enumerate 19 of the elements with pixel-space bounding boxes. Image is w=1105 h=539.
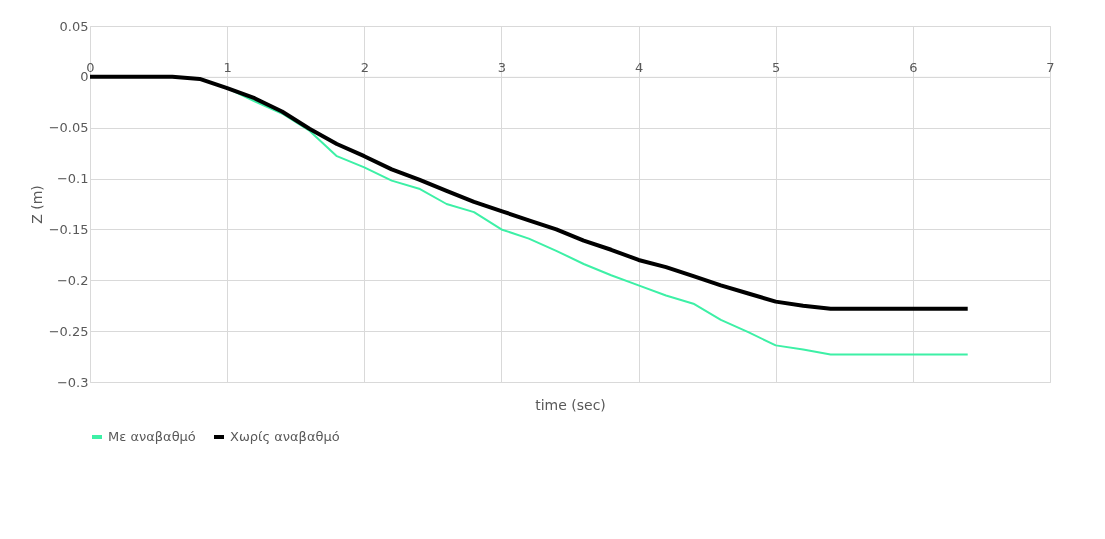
legend-label: Χωρίς αναβαθμό <box>230 429 340 444</box>
y-tick-label: −0.05 <box>48 120 89 136</box>
x-tick-label: 7 <box>1046 60 1055 76</box>
y-tick-label: −0.1 <box>56 171 89 187</box>
y-tick-label: 0.05 <box>59 18 89 34</box>
x-axis-title: time (sec) <box>535 396 606 413</box>
x-tick-label: 1 <box>223 60 232 76</box>
y-tick-label: −0.2 <box>56 272 89 288</box>
legend-label: Με αναβαθμό <box>108 429 196 444</box>
x-tick-label: 5 <box>772 60 781 76</box>
line-series <box>88 74 970 311</box>
y-axis-title: Z (m) <box>28 185 45 224</box>
x-tick-label: 3 <box>497 60 507 76</box>
y-tick-label: −0.25 <box>48 323 89 339</box>
y-tick-label: −0.3 <box>56 374 89 390</box>
y-tick-label: −0.15 <box>48 221 89 237</box>
x-tick-label: 4 <box>634 60 644 76</box>
x-tick-label: 2 <box>360 60 369 76</box>
x-tick-label: 6 <box>909 60 918 76</box>
